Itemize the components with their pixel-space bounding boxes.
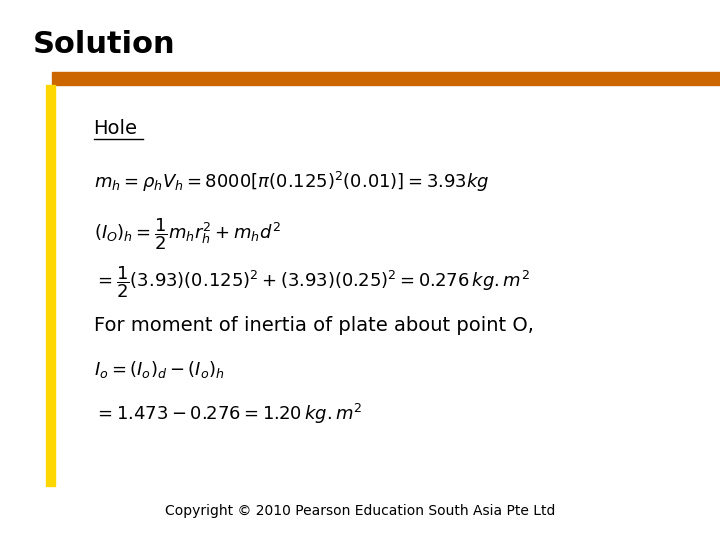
Text: Copyright © 2010 Pearson Education South Asia Pte Ltd: Copyright © 2010 Pearson Education South… — [165, 504, 555, 518]
Text: Solution: Solution — [32, 30, 175, 59]
Bar — [46, 85, 55, 486]
Text: $\left(I_O\right)_h = \dfrac{1}{2}m_h r_h^2 + m_h d^2$: $\left(I_O\right)_h = \dfrac{1}{2}m_h r_… — [94, 216, 280, 252]
Text: $I_o = \left(I_o\right)_d - \left(I_o\right)_h$: $I_o = \left(I_o\right)_d - \left(I_o\ri… — [94, 359, 225, 380]
Text: For moment of inertia of plate about point O,: For moment of inertia of plate about poi… — [94, 316, 534, 335]
Bar — [52, 72, 720, 85]
Text: Hole: Hole — [94, 119, 138, 138]
Text: $= \dfrac{1}{2}(3.93)(0.125)^2 + (3.93)(0.25)^2 = 0.276\,kg.m^2$: $= \dfrac{1}{2}(3.93)(0.125)^2 + (3.93)(… — [94, 265, 529, 300]
Text: $= 1.473 - 0.276 = 1.20\,kg.m^2$: $= 1.473 - 0.276 = 1.20\,kg.m^2$ — [94, 402, 362, 427]
Text: $m_h = \rho_h V_h = 8000\left[\pi(0.125)^2(0.01)\right] = 3.93 kg$: $m_h = \rho_h V_h = 8000\left[\pi(0.125)… — [94, 170, 489, 194]
